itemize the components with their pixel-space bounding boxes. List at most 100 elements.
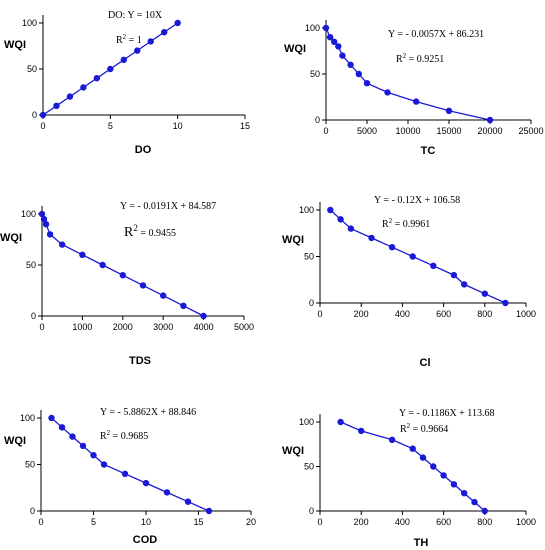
x-tick-label: 5000 [357, 126, 377, 136]
y-tick-label: 50 [304, 462, 314, 472]
data-point [93, 75, 101, 82]
x-tick-label: 1000 [516, 517, 536, 527]
y-tick-label: 0 [315, 115, 320, 125]
y-axis-label: WQI [0, 232, 22, 244]
data-point [461, 281, 468, 288]
x-tick-label: 15 [193, 517, 203, 527]
x-tick-label: 0 [317, 309, 322, 319]
data-point [450, 481, 458, 488]
data-point [160, 292, 167, 299]
data-point [481, 290, 488, 297]
x-tick-label: 0 [40, 121, 45, 131]
data-point [388, 244, 396, 251]
x-tick-label: 0 [317, 517, 322, 527]
x-tick-label: 5000 [234, 322, 254, 332]
data-point [121, 470, 129, 477]
data-point [42, 221, 50, 228]
data-point [79, 442, 87, 450]
chart-panel: 0 1000 2000 3000 4000 5000 0 50 100 TDS WQI Y = - 0… [0, 201, 254, 367]
x-axis-label: Cl [420, 357, 431, 369]
x-axis-label: DO [135, 144, 152, 156]
data-point [180, 302, 187, 309]
data-point [440, 472, 447, 479]
data-point [322, 24, 330, 32]
data-point [337, 418, 344, 426]
data-point [445, 107, 453, 115]
x-tick-label: 200 [354, 517, 369, 527]
y-tick-label: 100 [305, 23, 320, 33]
data-point [38, 210, 46, 218]
y-tick-label: 50 [25, 460, 35, 470]
y-tick-label: 0 [32, 110, 37, 120]
data-point [430, 262, 437, 269]
data-point [461, 490, 468, 497]
x-axis-label: TDS [129, 355, 151, 367]
x-tick-label: 0 [38, 517, 43, 527]
x-tick-label: 2000 [113, 322, 133, 332]
series-line [340, 421, 486, 512]
data-point [69, 433, 76, 440]
data-point [471, 498, 478, 506]
data-point [39, 111, 47, 119]
data-point [40, 215, 48, 223]
y-tick-label: 100 [299, 205, 314, 215]
data-point [79, 251, 86, 258]
data-point [413, 98, 420, 105]
data-point [409, 253, 416, 260]
x-tick-label: 25000 [518, 126, 543, 136]
data-point [409, 445, 416, 452]
data-point [368, 234, 375, 242]
x-tick-label: 1000 [516, 309, 536, 319]
data-point [486, 116, 494, 124]
x-tick-label: 0 [323, 126, 328, 136]
regression-equation: DO: Y = 10X [108, 10, 163, 21]
x-tick-label: 15000 [436, 126, 461, 136]
x-tick-label: 20000 [477, 126, 502, 136]
data-point [48, 414, 55, 422]
data-point [327, 206, 334, 214]
data-point [384, 89, 391, 96]
y-tick-label: 100 [299, 417, 314, 427]
x-tick-label: 10 [141, 517, 151, 527]
data-point [205, 507, 213, 515]
y-tick-label: 0 [30, 506, 35, 516]
data-point [419, 454, 427, 461]
data-point [184, 498, 192, 505]
data-point [134, 47, 141, 54]
r-squared-label: R2 = 0.9961 [382, 217, 430, 230]
r-squared-label: R2 = 0.9664 [400, 422, 448, 435]
r-squared-label: R2 = 0.9685 [100, 429, 148, 442]
x-tick-label: 20 [246, 517, 256, 527]
data-point [430, 463, 437, 470]
data-point [99, 261, 106, 269]
x-tick-label: 10 [173, 121, 183, 131]
y-tick-label: 100 [21, 209, 36, 219]
data-point [326, 34, 334, 41]
data-point [46, 231, 54, 238]
regression-equation: Y = - 0.0191X + 84.587 [120, 201, 216, 212]
x-tick-label: 400 [395, 517, 410, 527]
data-point [142, 479, 150, 487]
chart-panel: 0 5000 10000 15000 20000 25000 0 50 100 TC WQI Y = … [284, 20, 544, 157]
x-tick-label: 4000 [194, 322, 214, 332]
r-squared-label: R2 = 0.9455 [124, 223, 176, 240]
data-point [80, 84, 87, 91]
y-tick-label: 50 [26, 260, 36, 270]
x-tick-label: 800 [477, 517, 492, 527]
data-point [347, 61, 354, 68]
series-line [41, 213, 204, 317]
data-point [58, 424, 66, 431]
data-point [450, 271, 458, 279]
data-point [163, 489, 171, 496]
x-tick-label: 800 [477, 309, 492, 319]
y-tick-label: 0 [309, 506, 314, 516]
chart-panel: 0 200 400 600 800 1000 0 50 100 Cl WQI Y = - 0.12X … [282, 195, 536, 369]
x-tick-label: 1000 [72, 322, 92, 332]
x-tick-label: 3000 [153, 322, 173, 332]
x-tick-label: 200 [354, 309, 369, 319]
data-point [347, 225, 355, 232]
data-point [161, 29, 168, 36]
data-point [335, 43, 342, 50]
regression-equation: Y = - 0.1186X + 113.68 [399, 408, 494, 419]
